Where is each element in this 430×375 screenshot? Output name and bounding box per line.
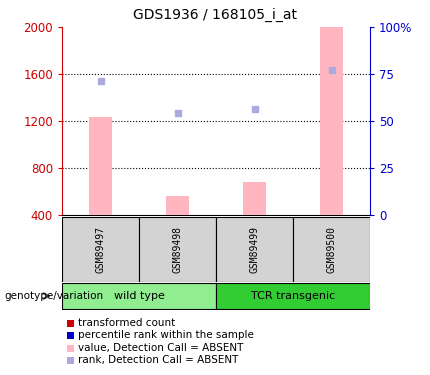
- Bar: [216, 217, 293, 282]
- Text: rank, Detection Call = ABSENT: rank, Detection Call = ABSENT: [78, 356, 238, 366]
- Text: percentile rank within the sample: percentile rank within the sample: [78, 330, 254, 340]
- Text: GSM89497: GSM89497: [95, 226, 105, 273]
- Bar: [67, 357, 74, 364]
- Bar: [89, 117, 112, 215]
- Bar: [293, 217, 370, 282]
- Bar: [139, 217, 216, 282]
- Text: GSM89500: GSM89500: [326, 226, 337, 273]
- Text: transformed count: transformed count: [78, 318, 175, 328]
- Bar: [67, 332, 74, 339]
- Bar: [166, 196, 189, 215]
- Text: TCR transgenic: TCR transgenic: [251, 291, 335, 301]
- Text: genotype/variation: genotype/variation: [4, 291, 104, 301]
- Bar: [216, 284, 370, 309]
- Text: wild type: wild type: [114, 291, 164, 301]
- Text: GSM89499: GSM89499: [249, 226, 259, 273]
- Bar: [320, 27, 343, 215]
- Text: value, Detection Call = ABSENT: value, Detection Call = ABSENT: [78, 343, 243, 353]
- Bar: [62, 217, 139, 282]
- Bar: [243, 182, 266, 215]
- Text: GDS1936 / 168105_i_at: GDS1936 / 168105_i_at: [133, 8, 297, 22]
- Bar: [67, 345, 74, 351]
- Text: GSM89498: GSM89498: [172, 226, 182, 273]
- Bar: [62, 284, 216, 309]
- Bar: [67, 320, 74, 327]
